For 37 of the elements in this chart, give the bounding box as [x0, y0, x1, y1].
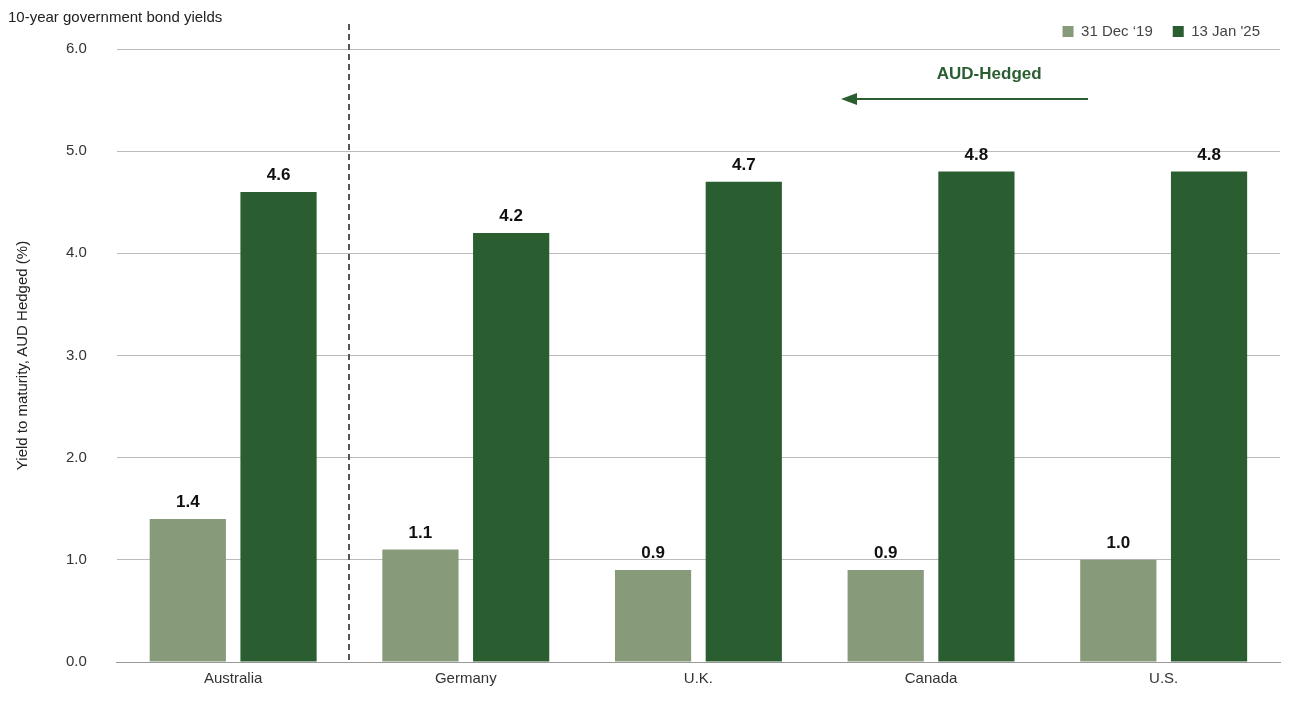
x-tick-label: Canada — [904, 669, 958, 687]
bar — [1170, 171, 1248, 662]
text: 1.1 — [408, 522, 433, 542]
bar — [382, 549, 459, 662]
text: 1.4 — [175, 492, 200, 512]
legend-label: 13 Jan '25 — [1191, 21, 1261, 39]
text: 0.9 — [641, 543, 665, 563]
text: 4.6 — [266, 165, 291, 185]
y-axis-title: Yield to maturity, AUD Hedged (%) — [13, 240, 31, 471]
text: 4.7 — [731, 155, 756, 174]
y-tick-label: 4.0 — [65, 243, 87, 261]
y-tick-label: 5.0 — [65, 141, 87, 159]
text: 4.2 — [499, 206, 523, 226]
text: 1.0 — [1106, 533, 1131, 553]
chart-title: 10-year government bond yields — [8, 8, 223, 25]
x-tick-label: Australia — [203, 669, 263, 687]
text: 4.8 — [1197, 144, 1221, 164]
x-tick-label: Germany — [434, 669, 498, 687]
x-tick-label: U.S. — [1149, 669, 1179, 687]
x-tick-label: U.K. — [683, 669, 714, 687]
text: 0.9 — [873, 543, 898, 563]
bar — [614, 570, 692, 662]
legend-label: 31 Dec ‘19 — [1081, 21, 1153, 39]
bar — [1080, 559, 1157, 662]
bar — [240, 192, 317, 662]
y-tick-label: 6.0 — [65, 39, 87, 57]
y-tick-label: 2.0 — [65, 447, 87, 465]
bar — [149, 518, 226, 662]
bar — [847, 570, 924, 662]
y-tick-label: 1.0 — [65, 549, 87, 567]
bar — [938, 171, 1015, 662]
text: 4.8 — [964, 144, 989, 164]
bar — [705, 181, 782, 662]
annotation: AUD-Hedged — [936, 64, 1042, 84]
y-tick-label: 3.0 — [65, 345, 87, 363]
bar — [473, 232, 550, 662]
y-tick-label: 0.0 — [65, 652, 87, 670]
